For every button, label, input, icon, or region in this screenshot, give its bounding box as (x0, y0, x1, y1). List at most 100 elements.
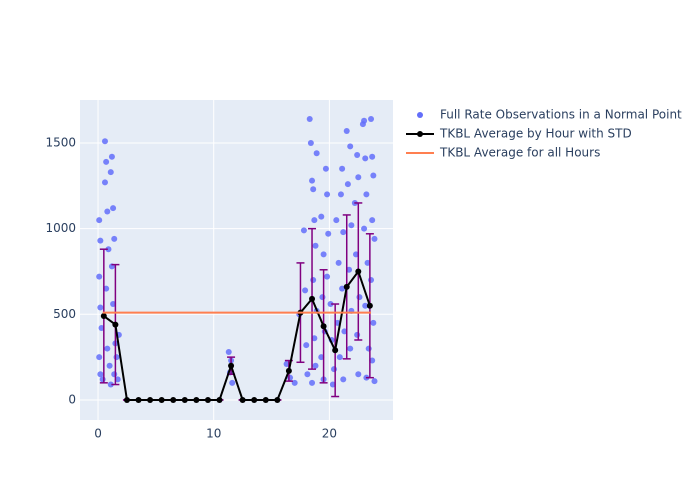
observation-point (341, 328, 348, 335)
observation-point (302, 287, 309, 294)
observation-point (96, 217, 103, 224)
observation-point (355, 371, 362, 378)
observation-point (336, 354, 343, 361)
observation-point (106, 362, 113, 369)
observation-point (320, 251, 327, 258)
average-point (332, 347, 339, 354)
observation-point (309, 379, 316, 386)
observation-point (101, 138, 108, 145)
observation-point (229, 379, 236, 386)
observation-point (104, 208, 111, 215)
average-point (355, 268, 362, 275)
observation-point (96, 354, 103, 361)
y-tick-label: 1000 (45, 221, 76, 235)
legend-symbol (417, 112, 423, 118)
observation-point (313, 150, 320, 157)
average-point (320, 323, 327, 330)
legend-label: TKBL Average by Hour with STD (439, 127, 632, 141)
observation-point (304, 371, 311, 378)
observation-point (356, 294, 363, 301)
observation-point (324, 273, 331, 280)
observation-point (347, 345, 354, 352)
observation-point (97, 304, 104, 311)
observation-point (364, 259, 371, 266)
observation-point (343, 128, 350, 135)
observation-point (103, 158, 110, 165)
observation-point (370, 319, 377, 326)
observation-point (225, 348, 232, 355)
observation-point (344, 181, 351, 188)
observation-point (99, 376, 106, 383)
average-point (170, 396, 177, 403)
average-point (251, 396, 258, 403)
average-point (309, 295, 316, 302)
observation-point (347, 143, 354, 150)
x-tick-label: 20 (322, 427, 337, 441)
observation-point (306, 116, 313, 123)
observation-point (339, 165, 346, 172)
y-tick-label: 1500 (45, 135, 76, 149)
average-point (100, 313, 107, 320)
observation-point (369, 153, 376, 160)
average-point (181, 396, 188, 403)
observation-point (368, 116, 375, 123)
observation-point (107, 169, 114, 176)
observation-point (346, 266, 353, 273)
average-point (147, 396, 154, 403)
observation-point (110, 301, 117, 308)
observation-point (103, 285, 110, 292)
observation-point (114, 376, 121, 383)
average-point (228, 362, 235, 369)
observation-point (371, 378, 378, 385)
observation-point (340, 229, 347, 236)
y-tick-label: 500 (53, 307, 76, 321)
observation-point (303, 342, 310, 349)
observation-point (355, 174, 362, 181)
observation-point (361, 225, 368, 232)
observation-point (322, 165, 329, 172)
observation-point (101, 179, 108, 186)
observation-point (354, 151, 361, 158)
observation-point (327, 301, 334, 308)
x-tick-label: 0 (94, 427, 102, 441)
observation-point (312, 242, 319, 249)
observation-point (318, 354, 325, 361)
observation-point (108, 153, 115, 160)
observation-point (368, 277, 375, 284)
average-point (239, 396, 246, 403)
average-point (285, 367, 292, 374)
observation-point (361, 117, 368, 124)
average-point (123, 396, 130, 403)
legend-label: Full Rate Observations in a Normal Point (440, 108, 682, 122)
observation-point (329, 381, 336, 388)
average-point (262, 396, 269, 403)
observation-point (318, 213, 325, 220)
observation-point (96, 273, 103, 280)
observation-point (363, 191, 370, 198)
observation-point (339, 285, 346, 292)
observation-point (312, 362, 319, 369)
observation-point (105, 246, 112, 253)
average-point (366, 302, 373, 309)
observation-point (113, 354, 120, 361)
average-point (216, 396, 223, 403)
observation-point (354, 331, 361, 338)
legend-symbol (417, 131, 423, 137)
plot-area (80, 100, 393, 420)
observation-point (362, 302, 369, 309)
average-point (193, 396, 200, 403)
average-point (343, 283, 350, 290)
average-point (135, 396, 142, 403)
observation-point (111, 371, 118, 378)
observation-point (98, 325, 105, 332)
observation-point (97, 371, 104, 378)
observation-point (104, 345, 111, 352)
observation-point (325, 230, 332, 237)
y-tick-label: 0 (68, 392, 76, 406)
observation-point (311, 335, 318, 342)
observation-point (111, 235, 118, 242)
observation-point (337, 191, 344, 198)
average-point (112, 321, 119, 328)
observation-point (348, 222, 355, 229)
